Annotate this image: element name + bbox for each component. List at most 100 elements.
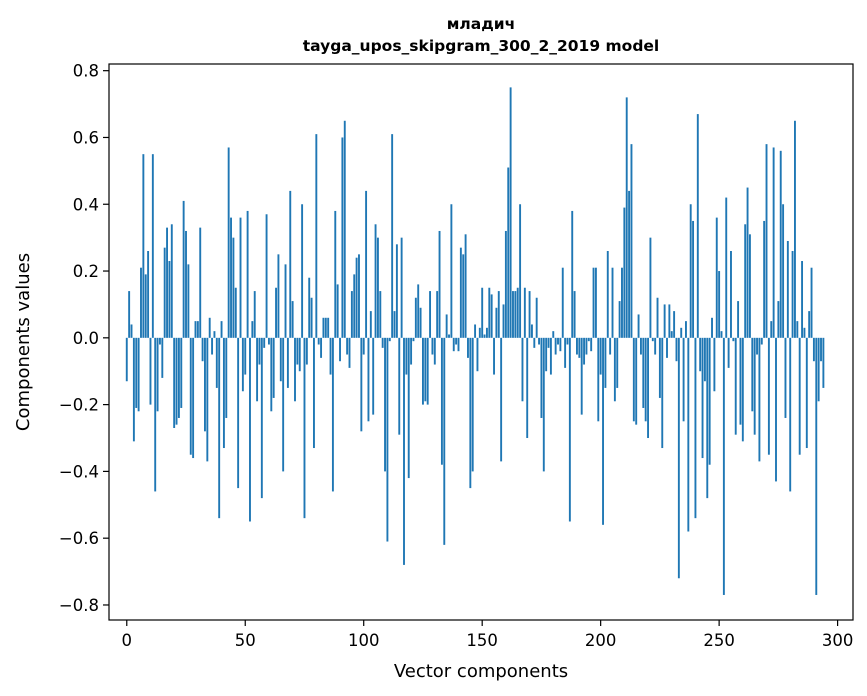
bar bbox=[305, 337, 308, 365]
bar bbox=[571, 210, 574, 338]
bar bbox=[180, 337, 183, 408]
bar bbox=[244, 337, 247, 375]
bar bbox=[187, 264, 190, 338]
bar bbox=[154, 337, 157, 492]
bar bbox=[149, 337, 152, 405]
bar bbox=[656, 297, 659, 338]
bar bbox=[682, 337, 685, 422]
bar bbox=[225, 337, 228, 418]
bar bbox=[284, 264, 287, 338]
bar bbox=[246, 210, 249, 338]
bar bbox=[637, 314, 640, 338]
y-tick-label: 0.8 bbox=[73, 62, 99, 81]
bar bbox=[125, 337, 128, 382]
bar bbox=[557, 337, 559, 345]
bar bbox=[576, 337, 578, 355]
bar bbox=[277, 254, 280, 338]
bar bbox=[609, 337, 612, 355]
bar bbox=[478, 327, 481, 338]
bar bbox=[526, 337, 529, 439]
x-axis-ticks: 0 50 100 150 200 250 300 bbox=[122, 620, 853, 650]
bar bbox=[635, 337, 638, 425]
bar bbox=[173, 337, 176, 428]
bar bbox=[791, 251, 794, 338]
bar bbox=[817, 337, 820, 402]
bar bbox=[161, 337, 164, 378]
bar bbox=[744, 224, 747, 338]
bar bbox=[566, 337, 569, 345]
bar bbox=[798, 337, 801, 455]
x-axis-label: Vector components bbox=[394, 661, 568, 682]
bar bbox=[485, 327, 488, 338]
bar bbox=[132, 337, 135, 442]
bar bbox=[703, 337, 706, 382]
y-tick-label: 0.2 bbox=[73, 262, 99, 281]
bar bbox=[253, 291, 256, 338]
bar bbox=[585, 337, 588, 355]
bar bbox=[443, 337, 446, 545]
bar bbox=[163, 247, 166, 338]
bar bbox=[275, 287, 277, 338]
bar bbox=[204, 337, 206, 432]
bar bbox=[201, 337, 204, 362]
bar bbox=[632, 337, 635, 422]
bar bbox=[779, 150, 782, 338]
bar bbox=[464, 234, 467, 338]
bar bbox=[782, 204, 785, 338]
bar bbox=[251, 321, 254, 338]
bar bbox=[512, 291, 514, 338]
bar bbox=[625, 97, 628, 338]
bar bbox=[715, 217, 718, 338]
bar bbox=[189, 337, 192, 455]
bar bbox=[602, 337, 604, 525]
bar bbox=[239, 217, 242, 338]
bar bbox=[763, 220, 766, 338]
bar bbox=[462, 254, 465, 338]
bar bbox=[708, 337, 711, 465]
bar bbox=[784, 337, 787, 418]
bar bbox=[808, 311, 811, 338]
bar bbox=[405, 337, 408, 375]
bar bbox=[597, 337, 600, 422]
x-tick-label: 0 bbox=[122, 631, 133, 650]
bar bbox=[476, 337, 479, 372]
bar bbox=[393, 311, 396, 338]
bar bbox=[592, 267, 595, 338]
bar bbox=[168, 261, 171, 338]
bar bbox=[474, 324, 477, 338]
bar bbox=[128, 291, 131, 338]
bar bbox=[699, 337, 702, 372]
bar bbox=[701, 337, 704, 459]
x-tick-label: 200 bbox=[585, 631, 617, 650]
bar bbox=[270, 337, 273, 412]
bar bbox=[644, 337, 647, 422]
bar bbox=[758, 337, 761, 462]
bar bbox=[258, 337, 261, 365]
bar bbox=[573, 291, 576, 338]
bar bbox=[521, 337, 524, 402]
bar bbox=[677, 337, 680, 579]
bar bbox=[590, 337, 593, 352]
bar bbox=[820, 337, 822, 362]
bar bbox=[519, 204, 522, 338]
bar bbox=[272, 337, 275, 398]
bar bbox=[256, 337, 259, 402]
bar bbox=[459, 247, 462, 338]
bar bbox=[767, 337, 770, 455]
bar bbox=[386, 337, 389, 542]
bar bbox=[746, 187, 749, 338]
bar bbox=[301, 204, 304, 338]
bar bbox=[260, 337, 263, 499]
bar bbox=[331, 337, 334, 492]
bar bbox=[730, 251, 732, 338]
bar bbox=[208, 317, 211, 338]
bar bbox=[407, 337, 410, 479]
bar bbox=[540, 337, 543, 418]
y-tick-label: −0.2 bbox=[59, 396, 99, 415]
bar bbox=[412, 337, 415, 342]
bar bbox=[372, 337, 375, 415]
bar bbox=[727, 337, 730, 368]
bar bbox=[144, 274, 147, 338]
bar bbox=[230, 217, 232, 338]
bar bbox=[549, 337, 552, 375]
